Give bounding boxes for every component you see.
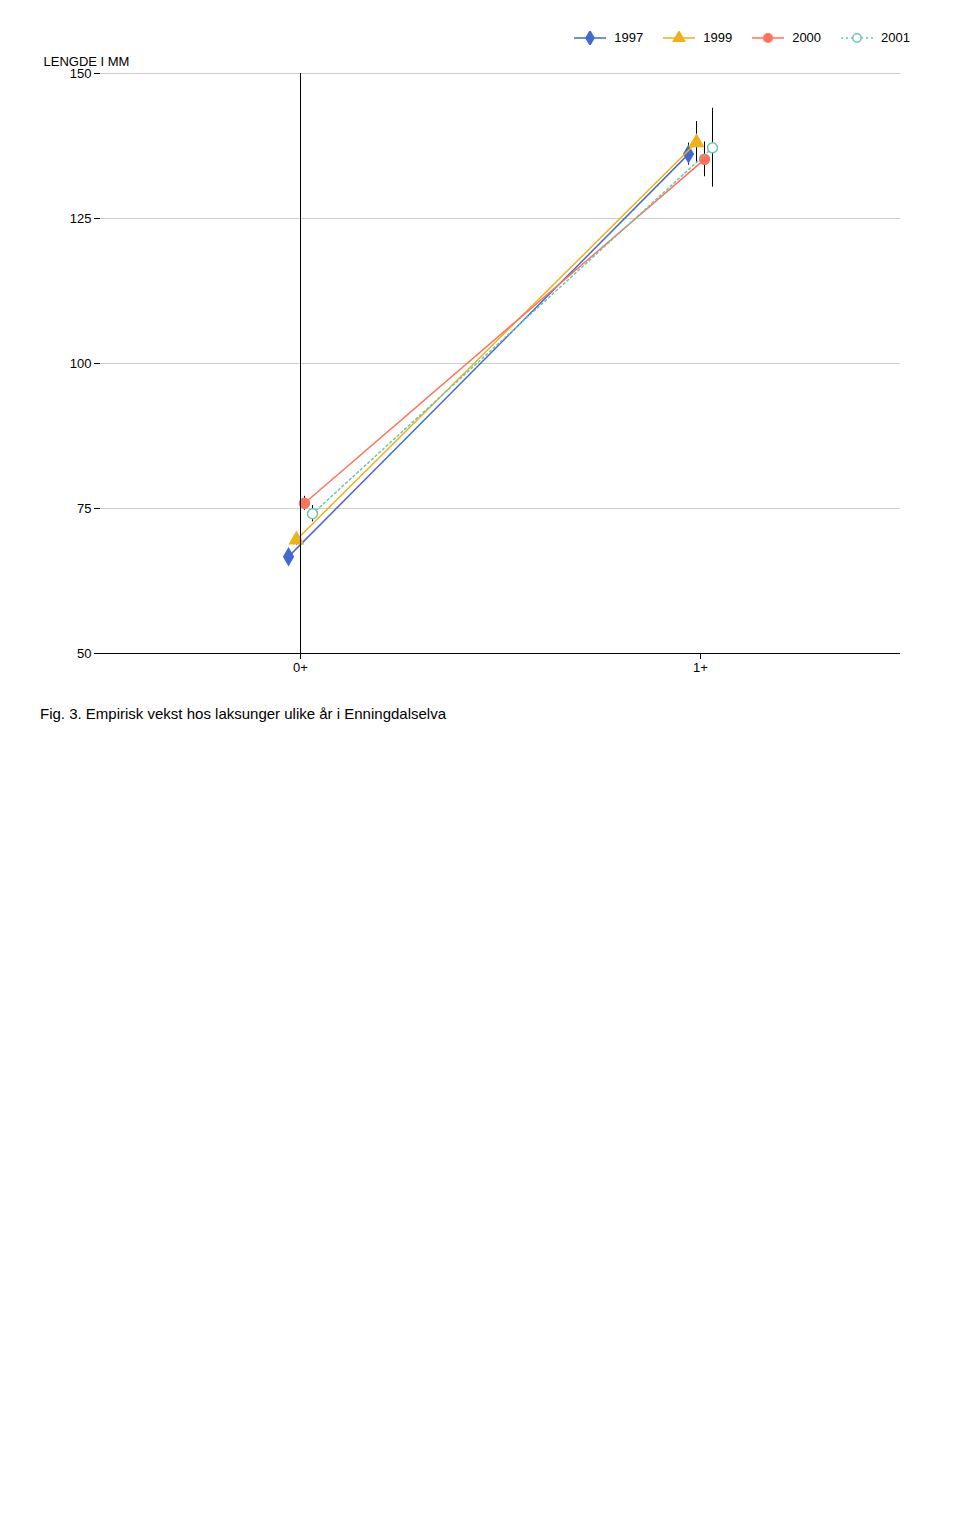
svg-text:100: 100 <box>70 356 92 371</box>
svg-text:1+: 1+ <box>693 660 708 675</box>
html-text:2001: 2001 <box>881 30 910 45</box>
svg-text:50: 50 <box>77 646 91 661</box>
svg-text:75: 75 <box>77 501 91 516</box>
svg-text:LENGDE I MM: LENGDE I MM <box>44 54 130 69</box>
svg-text:0+: 0+ <box>293 660 308 675</box>
html-text:2000: 2000 <box>792 30 822 45</box>
svg-text:125: 125 <box>70 211 92 226</box>
html-text:1997: 1997 <box>614 30 644 45</box>
svg-text:150: 150 <box>69 65 92 81</box>
html-text:1999: 1999 <box>703 30 733 45</box>
html-text:Fig. 3. Empirisk vekst hos lak: Fig. 3. Empirisk vekst hos laksunger uli… <box>40 705 446 722</box>
